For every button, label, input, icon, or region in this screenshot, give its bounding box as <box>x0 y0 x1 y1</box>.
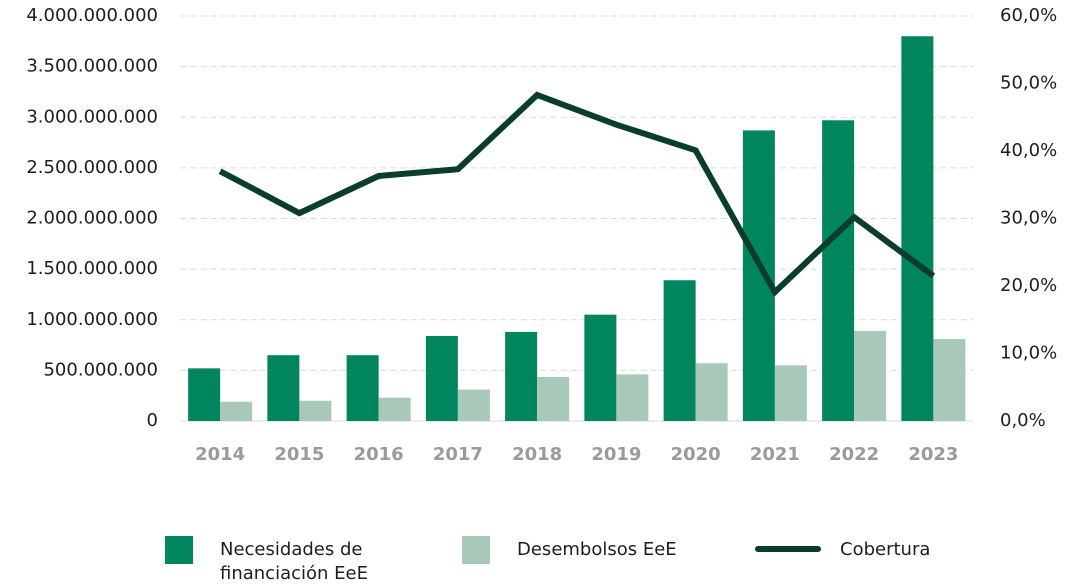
bar <box>505 331 538 421</box>
legend-swatch <box>462 536 490 564</box>
y2-tick-label: 40,0% <box>1000 140 1057 161</box>
bar <box>457 389 490 421</box>
legend-label: Cobertura <box>840 539 931 560</box>
legend-label: Necesidades de financiación EeE <box>220 539 368 584</box>
bar <box>933 338 966 421</box>
bar <box>537 376 570 421</box>
y2-tick-label: 60,0% <box>1000 5 1057 26</box>
line <box>218 91 936 297</box>
bar <box>378 397 411 421</box>
bar <box>220 401 253 421</box>
bar <box>616 374 649 421</box>
bar <box>774 365 807 421</box>
x-tick-label: 2023 <box>908 444 958 465</box>
y-tick-label: 2.500.000.000 <box>26 157 158 178</box>
legend-swatch <box>165 536 193 564</box>
bar <box>267 355 300 421</box>
x-tick-label: 2016 <box>354 444 404 465</box>
y2-tick-label: 0,0% <box>1000 410 1046 431</box>
bar <box>822 120 855 421</box>
bar <box>854 330 887 421</box>
x-tick-label: 2018 <box>512 444 562 465</box>
bar <box>346 355 379 421</box>
bar <box>901 36 934 421</box>
x-tick-label: 2015 <box>274 444 324 465</box>
bar <box>299 400 332 421</box>
bar <box>584 314 617 421</box>
y-tick-label: 3.000.000.000 <box>26 106 158 127</box>
x-tick-label: 2021 <box>750 444 800 465</box>
y-tick-label: 1.500.000.000 <box>26 258 158 279</box>
y-tick-label: 0 <box>147 410 158 431</box>
y-tick-label: 4.000.000.000 <box>26 5 158 26</box>
bar <box>742 130 775 421</box>
y-tick-label: 500.000.000 <box>43 359 158 380</box>
x-tick-label: 2019 <box>591 444 641 465</box>
legend-label: Desembolsos EeE <box>517 539 677 560</box>
y2-tick-label: 30,0% <box>1000 208 1057 229</box>
bar <box>663 280 696 421</box>
x-tick-label: 2020 <box>671 444 721 465</box>
bar <box>188 368 221 421</box>
x-tick-label: 2014 <box>195 444 245 465</box>
y-tick-label: 3.500.000.000 <box>26 56 158 77</box>
bar <box>695 363 728 421</box>
y2-tick-label: 20,0% <box>1000 275 1057 296</box>
bar <box>425 335 458 421</box>
y-tick-label: 1.000.000.000 <box>26 309 158 330</box>
y-tick-label: 2.000.000.000 <box>26 208 158 229</box>
y2-tick-label: 10,0% <box>1000 343 1057 364</box>
y2-tick-label: 50,0% <box>1000 73 1057 94</box>
x-tick-label: 2022 <box>829 444 879 465</box>
x-tick-label: 2017 <box>433 444 483 465</box>
